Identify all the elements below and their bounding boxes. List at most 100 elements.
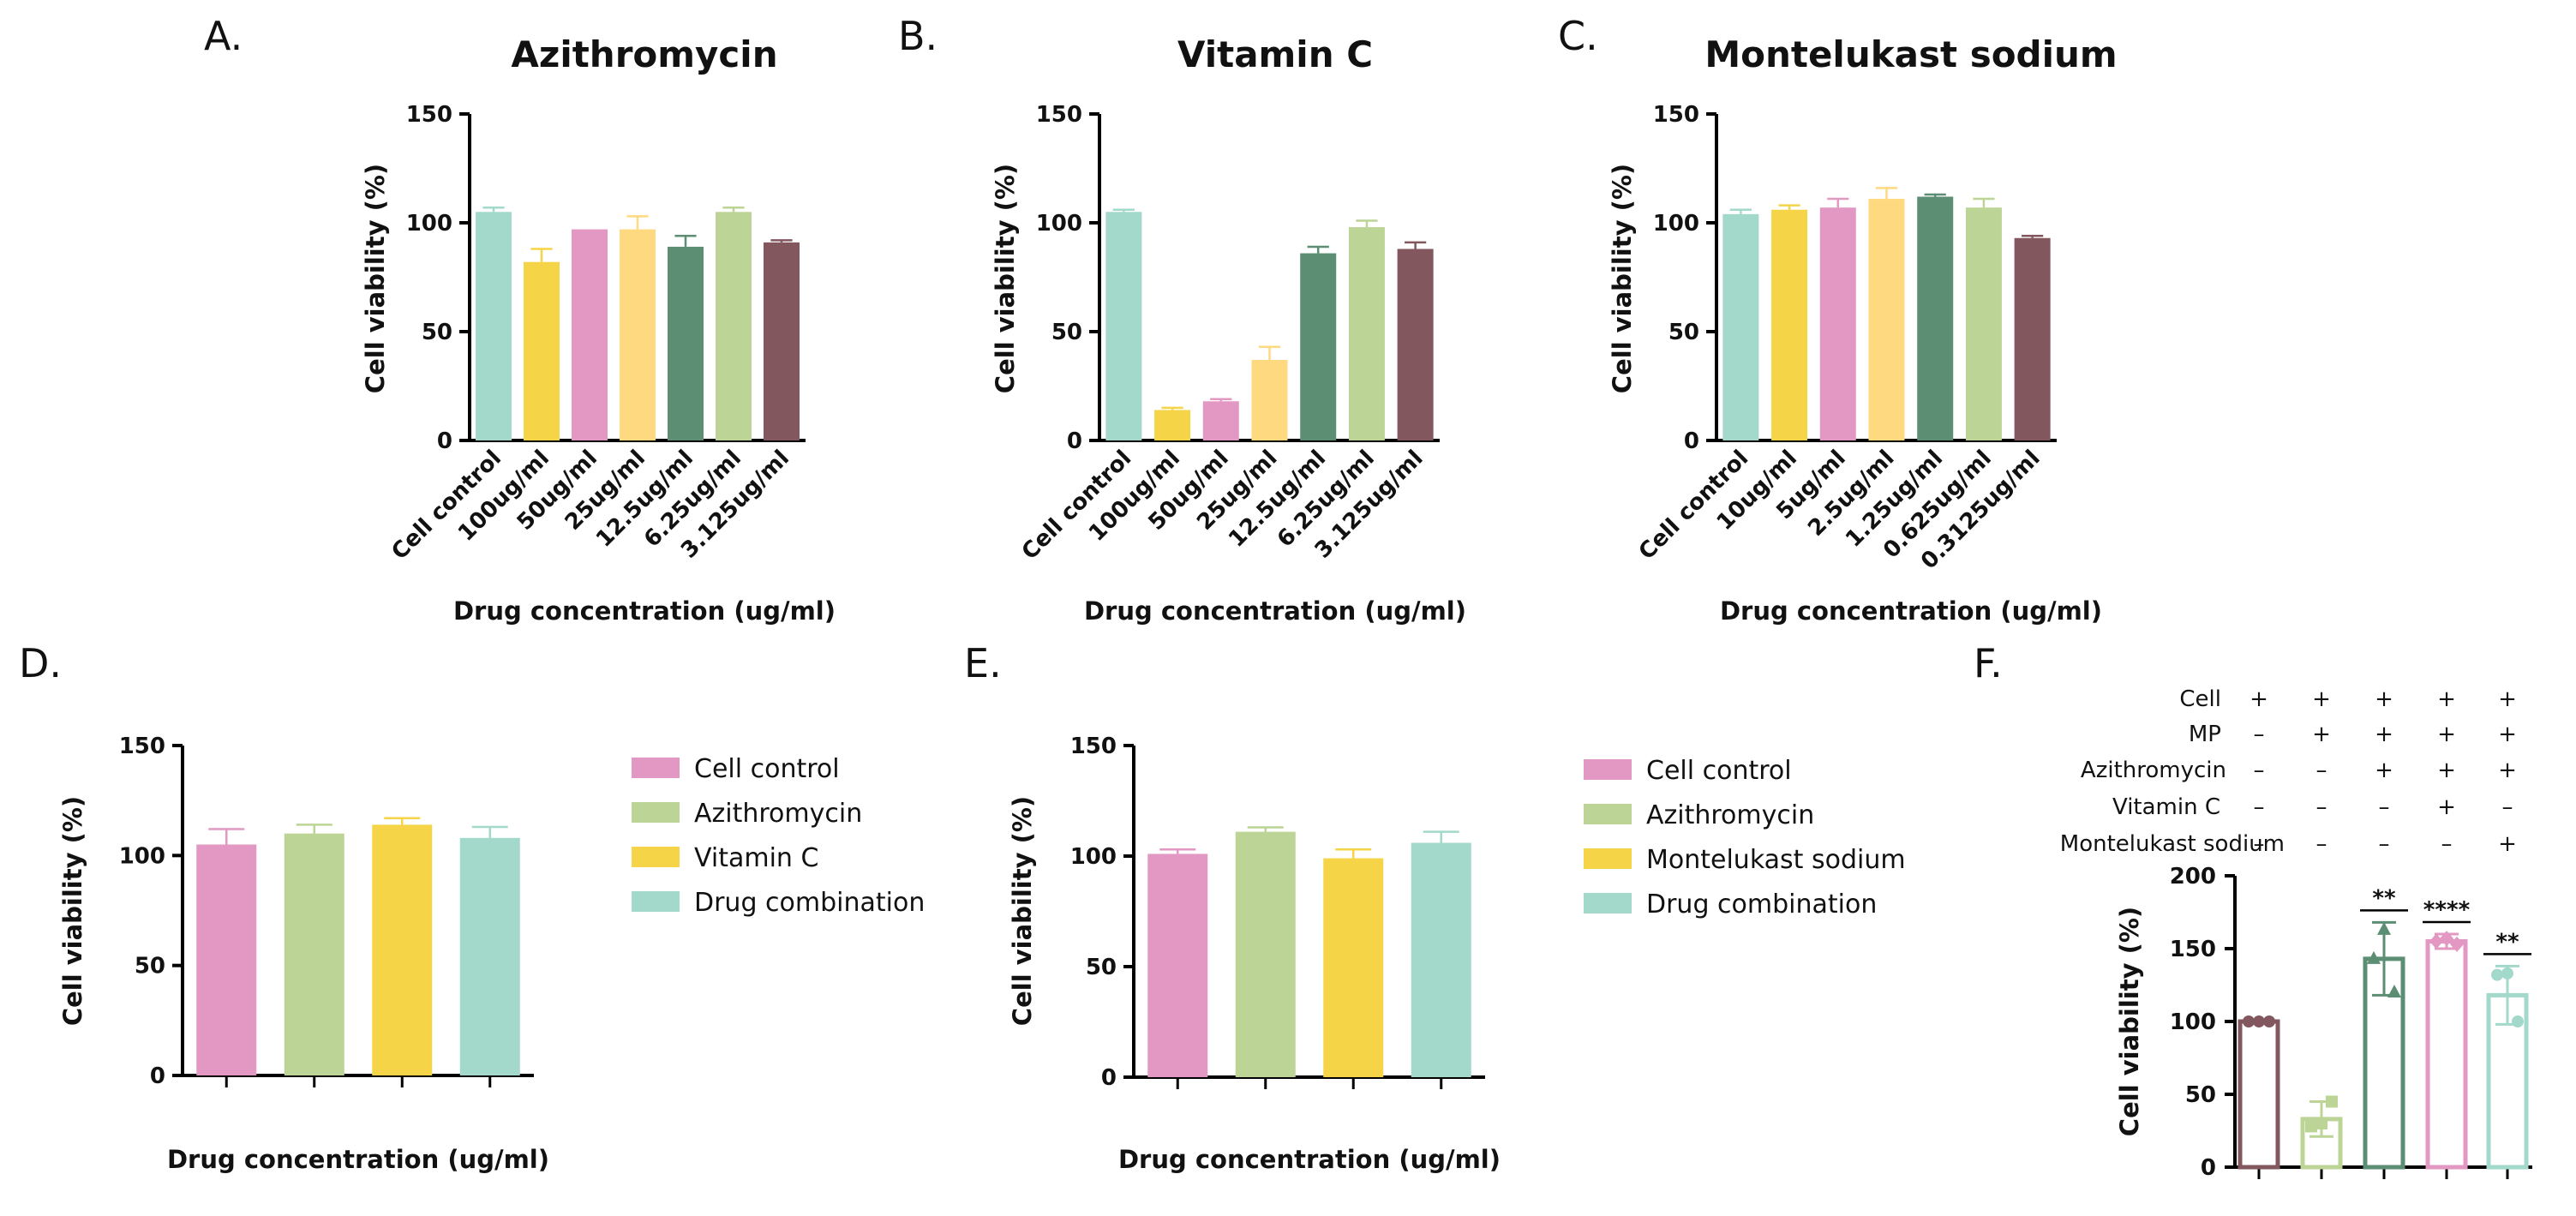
data-point xyxy=(2243,1015,2255,1027)
legend-label: Azithromycin xyxy=(1646,800,1814,830)
condition-mark: + xyxy=(2437,722,2456,747)
panel-letter: D. xyxy=(19,640,62,686)
y-tick-label: 100 xyxy=(2170,1009,2216,1035)
condition-mark: – xyxy=(2502,794,2513,820)
bar xyxy=(1965,207,2002,440)
y-tick-label: 150 xyxy=(1036,102,1082,128)
condition-mark: + xyxy=(2312,722,2331,747)
condition-mark: – xyxy=(2379,794,2390,820)
y-tick-label: 0 xyxy=(437,428,452,454)
condition-mark: – xyxy=(2316,794,2327,820)
legend-label: Cell control xyxy=(694,754,840,784)
legend-label: Drug combination xyxy=(694,888,925,918)
condition-mark: – xyxy=(2441,831,2453,857)
significance-label: **** xyxy=(2423,897,2471,923)
y-axis-label: Cell viability (%) xyxy=(2115,907,2144,1136)
data-point xyxy=(2253,1015,2265,1027)
condition-label: Azithromycin xyxy=(2081,758,2226,783)
data-point xyxy=(2387,985,2401,997)
bar xyxy=(284,833,344,1075)
legend-label: Montelukast sodium xyxy=(1646,845,1906,875)
chart-panel-3: D. 0 50 100 150 Cell viability (%) Drug concen… xyxy=(19,640,925,1174)
y-tick-label: 0 xyxy=(1101,1065,1117,1091)
chart-title: Vitamin C xyxy=(1177,33,1373,75)
data-point xyxy=(2440,931,2453,947)
condition-label: MP xyxy=(2189,722,2221,747)
panel-letter: F. xyxy=(1974,640,2003,686)
bar xyxy=(1154,410,1191,440)
bar xyxy=(1771,209,1808,440)
y-tick-label: 100 xyxy=(1070,844,1117,870)
condition-mark: + xyxy=(2437,758,2456,783)
y-tick-label: 150 xyxy=(1653,102,1699,128)
bar xyxy=(196,844,257,1075)
y-tick-label: 150 xyxy=(2170,937,2216,962)
condition-mark: – xyxy=(2254,722,2265,747)
condition-mark: + xyxy=(2312,686,2331,712)
legend-swatch xyxy=(632,847,680,867)
y-tick-label: 50 xyxy=(1051,320,1082,345)
data-point xyxy=(2263,1015,2275,1027)
condition-mark: – xyxy=(2254,758,2265,783)
x-axis-label: Drug concentration (ug/ml) xyxy=(453,596,836,626)
y-tick-label: 100 xyxy=(1653,211,1699,237)
bar xyxy=(1348,227,1385,440)
condition-mark: + xyxy=(2437,686,2456,712)
y-tick-label: 150 xyxy=(119,734,165,759)
y-axis-label: Cell viability (%) xyxy=(1008,796,1037,1026)
bar xyxy=(1147,854,1208,1077)
y-tick-label: 200 xyxy=(2170,864,2216,890)
y-tick-label: 50 xyxy=(135,954,165,979)
y-tick-label: 50 xyxy=(1668,320,1699,345)
data-point xyxy=(2512,1015,2524,1027)
condition-mark: + xyxy=(2498,758,2517,783)
bar xyxy=(1300,253,1337,440)
condition-mark: – xyxy=(2379,831,2390,857)
condition-mark: + xyxy=(2498,722,2517,747)
bar xyxy=(572,229,608,440)
condition-mark: – xyxy=(2254,794,2265,820)
significance-label: ** xyxy=(2372,885,2396,911)
bar xyxy=(1105,212,1142,441)
bar xyxy=(459,837,520,1075)
x-axis-label: Drug concentration (ug/ml) xyxy=(1118,1145,1501,1174)
condition-mark: + xyxy=(2437,794,2456,820)
chart-title: Azithromycin xyxy=(511,33,777,75)
bar xyxy=(1868,199,1905,440)
y-axis-label: Cell viability (%) xyxy=(361,164,390,393)
bar xyxy=(524,261,560,440)
bar xyxy=(1819,207,1856,440)
y-axis-label: Cell viability (%) xyxy=(58,796,87,1026)
chart-panel-5: F. Cell + + + + + MP – + + + + Azithromycin – – + + + Vitam… xyxy=(1974,640,2532,1181)
bar xyxy=(1722,213,1759,440)
bar xyxy=(1235,831,1296,1077)
bar xyxy=(2014,237,2051,440)
condition-label: Cell xyxy=(2179,686,2221,712)
y-axis-label: Cell viability (%) xyxy=(991,164,1020,393)
y-tick-label: 50 xyxy=(422,320,452,345)
condition-mark: + xyxy=(2375,758,2393,783)
bar xyxy=(1411,842,1471,1077)
panel-letter: B. xyxy=(898,13,938,59)
bar xyxy=(2238,1019,2280,1170)
data-point xyxy=(2367,950,2381,964)
chart-panel-4: E. 0 50 100 150 Cell viability (%) Drug concen… xyxy=(964,640,1906,1174)
y-tick-label: 150 xyxy=(406,102,452,128)
panel-letter: A. xyxy=(204,13,243,59)
data-point xyxy=(2377,921,2391,935)
legend-label: Drug combination xyxy=(1646,890,1877,919)
data-point xyxy=(2315,1117,2327,1129)
data-point xyxy=(2326,1095,2338,1108)
y-tick-label: 50 xyxy=(2185,1082,2216,1108)
legend-label: Vitamin C xyxy=(694,843,818,873)
condition-mark: – xyxy=(2316,831,2327,857)
data-point xyxy=(2429,933,2443,949)
legend-swatch xyxy=(1584,804,1632,824)
bar xyxy=(1323,858,1384,1077)
data-point xyxy=(2305,1120,2317,1133)
y-tick-label: 100 xyxy=(1036,211,1082,237)
